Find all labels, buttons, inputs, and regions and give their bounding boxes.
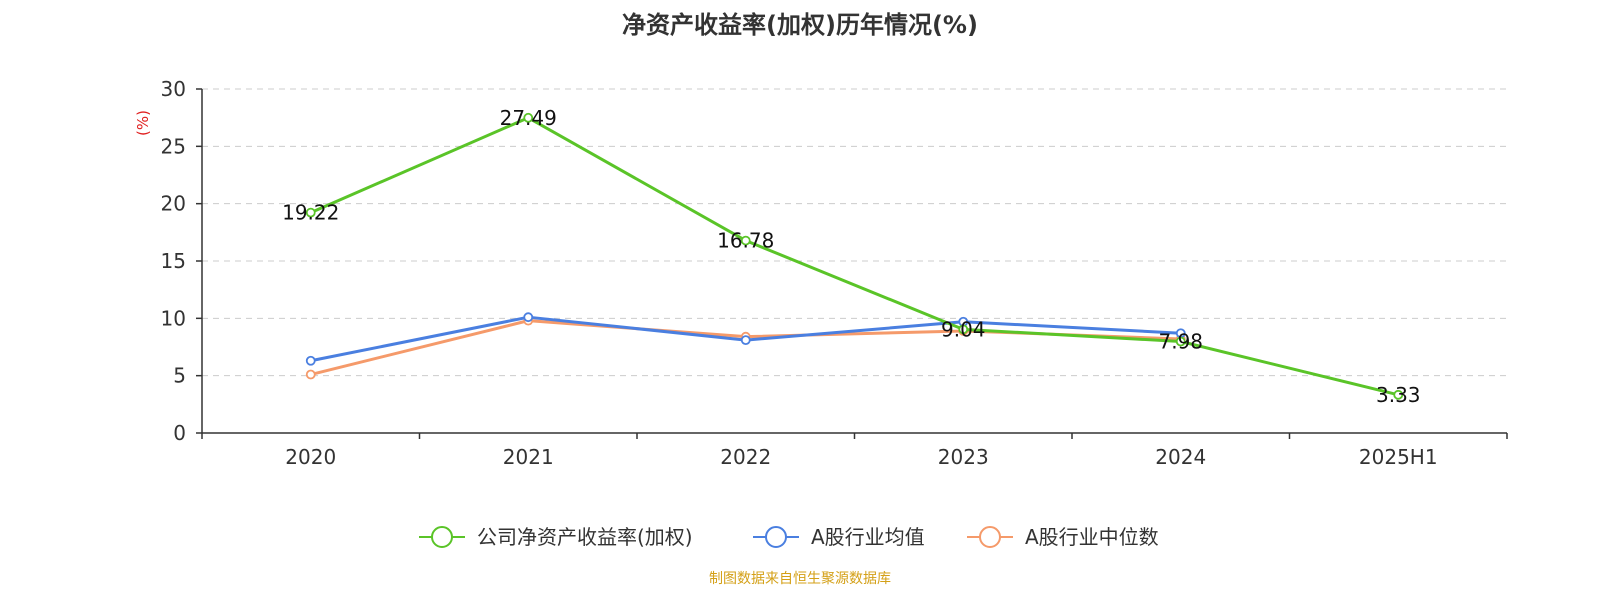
series-0 bbox=[305, 112, 1404, 400]
y-axis-label: (%) bbox=[134, 110, 152, 136]
data-label-2021: 27.49 bbox=[500, 106, 557, 130]
legend-label-2: A股行业中位数 bbox=[1025, 525, 1159, 549]
series-line-2 bbox=[310, 319, 1181, 376]
series-line-0 bbox=[310, 116, 1399, 397]
legend: 公司净资产收益率(加权) A股行业均值 A股行业中位数 bbox=[419, 525, 1159, 549]
data-label-2022: 16.78 bbox=[717, 229, 774, 253]
y-tick-label-30: 30 bbox=[161, 77, 186, 101]
series-0-point-2021[interactable] bbox=[523, 112, 534, 123]
data-label-2024: 7.98 bbox=[1158, 329, 1203, 353]
legend-marker-icon-0 bbox=[431, 526, 453, 548]
series-1-point-2020[interactable] bbox=[305, 355, 316, 366]
legend-marker-icon-1 bbox=[765, 526, 787, 548]
axes: 0 5 10 15 20 25 30 2020 2021 2022 2023 2024 2025H1 bbox=[161, 77, 1508, 469]
legend-item-1[interactable]: A股行业均值 bbox=[753, 525, 925, 549]
chart-title: 净资产收益率(加权)历年情况(%) bbox=[622, 11, 978, 39]
y-tick-label-20: 20 bbox=[161, 192, 186, 216]
data-label-2025h1: 3.33 bbox=[1376, 383, 1421, 407]
x-tick-label-2024: 2024 bbox=[1155, 445, 1206, 469]
x-tick-label-2020: 2020 bbox=[285, 445, 336, 469]
series-0-point-2023[interactable] bbox=[958, 324, 969, 335]
y-tick-label-10: 10 bbox=[161, 306, 186, 330]
series-lines bbox=[305, 112, 1404, 400]
series-1 bbox=[305, 312, 1186, 366]
legend-item-2[interactable]: A股行业中位数 bbox=[967, 525, 1159, 549]
data-labels: 19.22 27.49 16.78 9.04 7.98 3.33 bbox=[282, 106, 1420, 407]
series-0-point-2024[interactable] bbox=[1175, 336, 1186, 347]
y-tick-label-5: 5 bbox=[173, 364, 186, 388]
x-tick-label-2022: 2022 bbox=[720, 445, 771, 469]
legend-item-0[interactable]: 公司净资产收益率(加权) bbox=[419, 525, 693, 549]
series-0-point-2025h1[interactable] bbox=[1393, 389, 1404, 400]
x-tick-label-2023: 2023 bbox=[938, 445, 989, 469]
series-0-point-2020[interactable] bbox=[305, 207, 316, 218]
series-2-point-2020[interactable] bbox=[305, 369, 316, 380]
source-note: 制图数据来自恒生聚源数据库 bbox=[709, 571, 891, 587]
y-tick-label-25: 25 bbox=[161, 134, 186, 158]
x-tick-label-2021: 2021 bbox=[503, 445, 554, 469]
series-1-point-2021[interactable] bbox=[523, 312, 534, 323]
series-1-point-2022[interactable] bbox=[740, 335, 751, 346]
x-tick-label-2025h1: 2025H1 bbox=[1359, 445, 1438, 469]
y-tick-label-15: 15 bbox=[161, 249, 186, 273]
data-label-2023: 9.04 bbox=[941, 317, 986, 341]
grid-lines bbox=[202, 88, 1507, 377]
legend-label-1: A股行业均值 bbox=[811, 525, 925, 549]
y-tick-label-0: 0 bbox=[173, 421, 186, 445]
legend-marker-icon-2 bbox=[979, 526, 1001, 548]
series-0-point-2022[interactable] bbox=[740, 235, 751, 246]
data-label-2020: 19.22 bbox=[282, 201, 339, 225]
legend-label-0: 公司净资产收益率(加权) bbox=[477, 525, 693, 549]
